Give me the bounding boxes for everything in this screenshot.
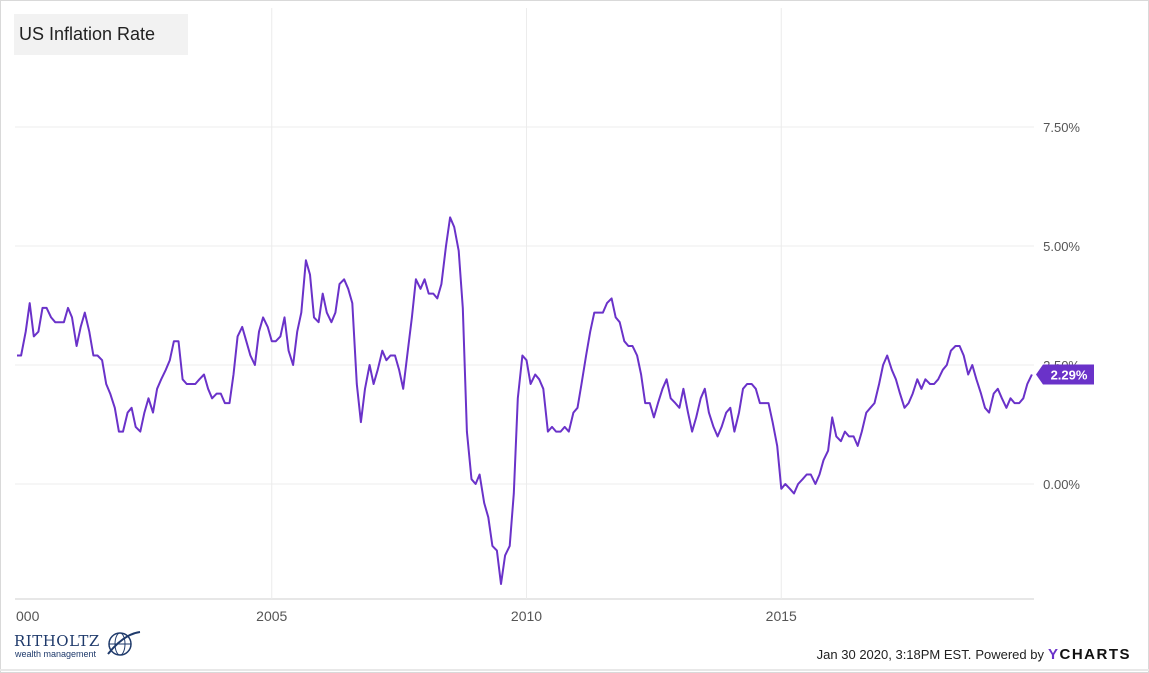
- chart-title-box: [14, 14, 188, 55]
- ycharts-logo[interactable]: YCHARTS: [1047, 646, 1131, 663]
- globe-icon: [107, 631, 141, 656]
- powered-by: Powered by: [975, 647, 1044, 662]
- brand-tagline: wealth management: [15, 649, 97, 659]
- x-tick-label: 2005: [256, 608, 287, 624]
- series-line: [17, 216, 1033, 585]
- brand-name: RITHOLTZ: [14, 632, 100, 650]
- grid: [15, 8, 1034, 600]
- y-tick-label: 7.50%: [1043, 120, 1080, 135]
- footer-divider: [0, 669, 1149, 671]
- y-axis: 0.00%2.50%5.00%7.50%: [1043, 120, 1080, 492]
- footer-stamp: Jan 30 2020, 3:18PM EST. Powered by YCHA…: [817, 646, 1131, 663]
- chart-title: US Inflation Rate: [19, 24, 156, 44]
- y-tick-label: 5.00%: [1043, 239, 1080, 254]
- last-value-label: 2.29%: [1051, 368, 1088, 383]
- timestamp: Jan 30 2020, 3:18PM EST.: [816, 647, 972, 662]
- x-tick-label: 2010: [511, 608, 542, 624]
- y-tick-label: 0.00%: [1043, 477, 1080, 492]
- x-axis: 000 2005 2010 2015: [16, 608, 797, 624]
- x-tick-label: 000: [16, 608, 40, 624]
- brand-logo: RITHOLTZ wealth management: [14, 628, 144, 662]
- last-value-flag-bg: [1036, 364, 1094, 385]
- x-tick-label: 2015: [766, 608, 797, 624]
- last-value-flag: 2.29%: [1036, 364, 1094, 385]
